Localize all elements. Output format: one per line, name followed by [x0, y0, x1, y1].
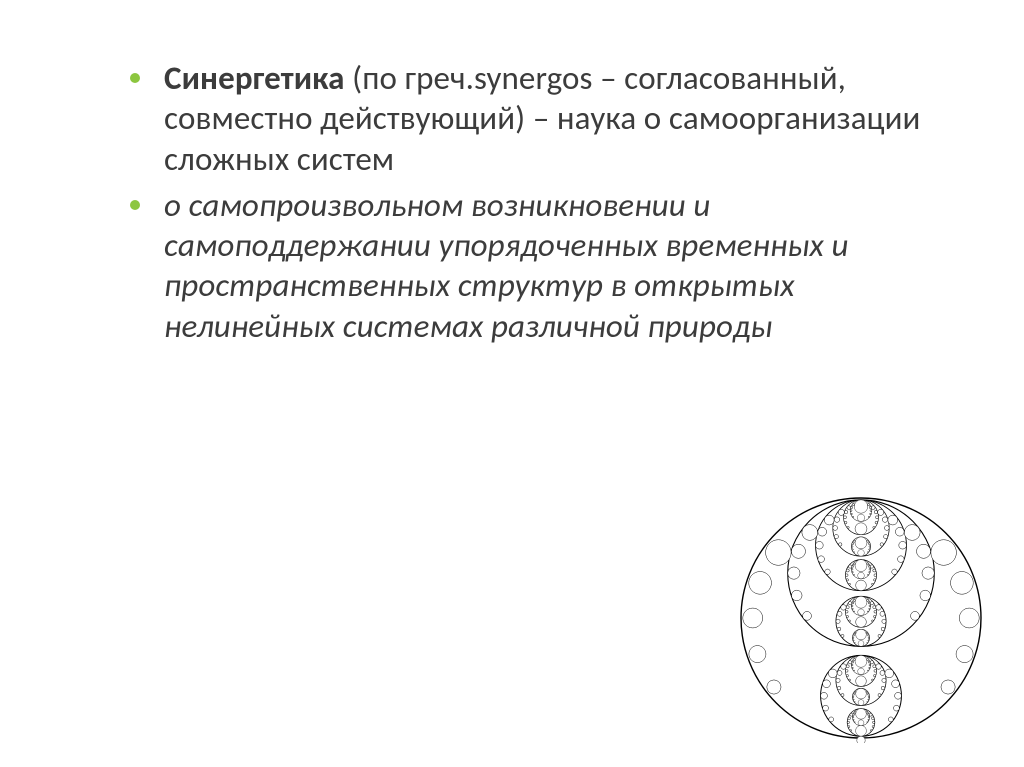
bullet-lead-bold: Синергетика [164, 58, 345, 98]
bullet-list: Синергетика (по греч.synergos – согласов… [130, 58, 954, 346]
list-item: Синергетика (по греч.synergos – согласов… [130, 58, 954, 179]
list-item: о самопроизвольном возникновении и самоп… [130, 185, 954, 346]
slide: Синергетика (по греч.synergos – согласов… [0, 0, 1024, 767]
bullet-rest-italic: о самопроизвольном возникновении и самоп… [164, 185, 849, 346]
fractal-illustration [736, 493, 986, 743]
